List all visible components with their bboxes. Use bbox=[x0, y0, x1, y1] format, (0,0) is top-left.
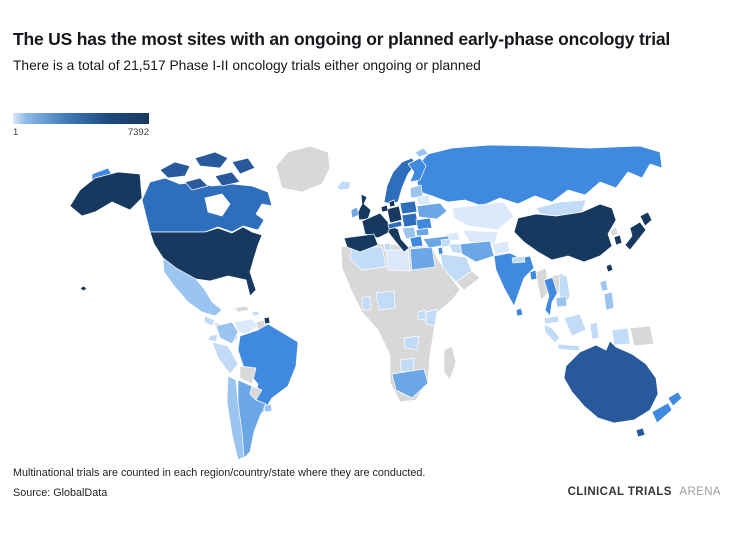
region-north-korea[interactable] bbox=[609, 226, 619, 237]
region-iceland[interactable] bbox=[336, 180, 352, 191]
region-venezuela[interactable] bbox=[233, 318, 259, 335]
region-cuba[interactable] bbox=[233, 305, 251, 313]
region-taiwan[interactable] bbox=[605, 263, 614, 273]
region-czech-slovakia-hungary[interactable] bbox=[401, 212, 419, 228]
region-south-africa[interactable] bbox=[391, 368, 429, 399]
region-greenland[interactable] bbox=[275, 145, 331, 193]
footnote: Multinational trials are counted in each… bbox=[13, 467, 426, 479]
region-bangladesh[interactable] bbox=[529, 269, 538, 281]
region-new-zealand[interactable] bbox=[651, 391, 683, 424]
region-poland[interactable] bbox=[399, 200, 418, 215]
page-subtitle: There is a total of 21,517 Phase I-II on… bbox=[13, 58, 481, 74]
region-madagascar[interactable] bbox=[443, 345, 457, 381]
region-algeria[interactable] bbox=[349, 246, 387, 271]
region-mexico[interactable] bbox=[162, 257, 223, 317]
region-uganda[interactable] bbox=[417, 309, 427, 321]
region-uruguay[interactable] bbox=[263, 403, 273, 413]
region-zambia[interactable] bbox=[403, 335, 420, 351]
region-ecuador[interactable] bbox=[207, 333, 219, 343]
legend-gradient-bar bbox=[13, 113, 149, 124]
world-map bbox=[69, 144, 683, 461]
brand-arena: ARENA bbox=[679, 486, 721, 498]
region-china[interactable] bbox=[513, 203, 617, 263]
region-french-guiana[interactable] bbox=[263, 316, 271, 325]
region-denmark[interactable] bbox=[388, 199, 396, 208]
region-papua-new-guinea[interactable] bbox=[629, 325, 655, 347]
region-canada-arctic[interactable] bbox=[159, 151, 256, 191]
source-label: Source: GlobalData bbox=[13, 487, 108, 499]
brand-logo: CLINICAL TRIALS ARENA bbox=[568, 486, 721, 498]
region-egypt[interactable] bbox=[409, 246, 436, 271]
legend-labels: 1 7392 bbox=[13, 127, 149, 138]
region-italy[interactable] bbox=[387, 225, 410, 253]
page-title: The US has the most sites with an ongoin… bbox=[13, 29, 671, 49]
brand-clinical-trials: CLINICAL TRIALS bbox=[567, 486, 672, 498]
region-myanmar[interactable] bbox=[535, 267, 550, 301]
region-greece[interactable] bbox=[409, 235, 424, 248]
region-alaska[interactable] bbox=[69, 171, 143, 217]
region-libya[interactable] bbox=[385, 249, 411, 272]
region-kazakhstan[interactable] bbox=[451, 201, 515, 231]
region-russia[interactable] bbox=[414, 144, 663, 207]
region-sri-lanka[interactable] bbox=[515, 307, 524, 317]
region-japan[interactable] bbox=[624, 211, 653, 251]
region-nepal[interactable] bbox=[511, 255, 526, 264]
region-sumatra[interactable] bbox=[543, 323, 561, 344]
region-romania[interactable] bbox=[415, 217, 433, 231]
region-spain-portugal[interactable] bbox=[343, 233, 379, 253]
region-hudson-bay bbox=[204, 193, 231, 217]
region-guatemala[interactable] bbox=[203, 315, 216, 327]
region-cambodia[interactable] bbox=[555, 295, 568, 308]
region-java[interactable] bbox=[557, 343, 581, 352]
region-ukraine[interactable] bbox=[416, 202, 448, 220]
region-colombia[interactable] bbox=[215, 321, 239, 345]
region-india[interactable] bbox=[493, 252, 535, 307]
region-australia[interactable] bbox=[563, 340, 659, 424]
region-bulgaria[interactable] bbox=[415, 227, 430, 237]
region-united-kingdom[interactable] bbox=[357, 193, 372, 221]
region-belarus[interactable] bbox=[416, 194, 432, 206]
region-svalbard[interactable] bbox=[414, 147, 429, 158]
legend-max-label: 7392 bbox=[127, 127, 149, 138]
color-scale-legend: 1 7392 bbox=[13, 113, 149, 138]
region-philippines[interactable] bbox=[599, 279, 615, 311]
region-iran[interactable] bbox=[459, 240, 495, 263]
region-germany[interactable] bbox=[386, 205, 403, 224]
region-south-korea[interactable] bbox=[613, 234, 623, 246]
region-borneo[interactable] bbox=[563, 313, 587, 337]
legend-min-label: 1 bbox=[13, 127, 19, 138]
region-switzerland-austria[interactable] bbox=[387, 220, 403, 230]
region-hawaii[interactable] bbox=[79, 285, 88, 292]
region-malaysia[interactable] bbox=[543, 315, 560, 325]
region-bolivia[interactable] bbox=[239, 365, 257, 385]
header: The US has the most sites with an ongoin… bbox=[13, 28, 722, 73]
region-finland[interactable] bbox=[407, 157, 427, 183]
region-hispaniola[interactable] bbox=[251, 310, 260, 317]
region-nigeria[interactable] bbox=[375, 290, 396, 311]
region-peru[interactable] bbox=[211, 341, 239, 375]
region-kenya[interactable] bbox=[425, 308, 438, 327]
region-tasmania[interactable] bbox=[635, 427, 646, 438]
region-argentina[interactable] bbox=[237, 379, 267, 459]
region-sulawesi[interactable] bbox=[589, 321, 600, 340]
region-benelux[interactable] bbox=[380, 204, 389, 213]
region-yemen-oman[interactable] bbox=[455, 270, 481, 291]
region-ghana[interactable] bbox=[361, 295, 372, 311]
region-west-papua[interactable] bbox=[611, 327, 631, 346]
